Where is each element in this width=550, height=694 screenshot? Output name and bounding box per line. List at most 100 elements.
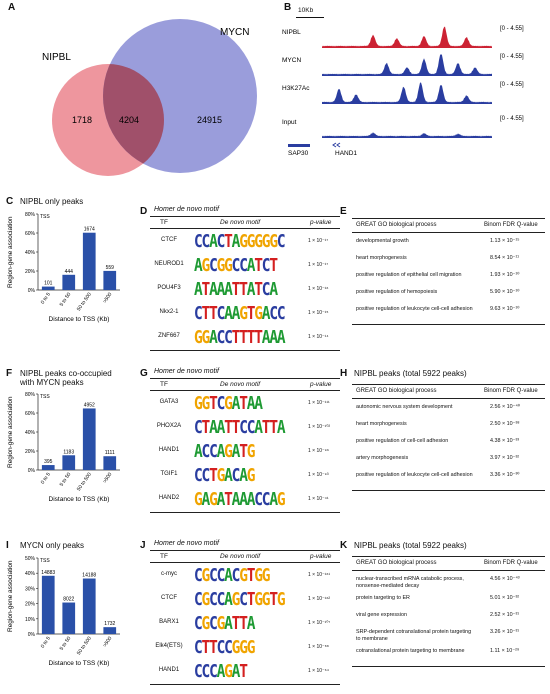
motif-base: C (194, 232, 203, 252)
motif-base: C (239, 418, 248, 438)
signal-track (322, 82, 492, 104)
motif-base: G (239, 232, 248, 252)
motif-base: G (224, 394, 233, 414)
motif-base: T (224, 490, 233, 510)
motif-row: Nkx2-1 CTTCAAGTGACC 1 × 10⁻¹⁵ (150, 303, 340, 324)
go-term: viral gene expression (356, 612, 407, 618)
motif-pvalue: 1 × 10⁻⁶⁴ (308, 668, 329, 674)
panel-h-title: NIPBL peaks (total 5922 peaks) (354, 369, 467, 378)
go-table-h: GREAT GO biological process Binom FDR Q-… (352, 384, 545, 504)
track-range: [0 - 4.55] (500, 54, 524, 60)
go-term: positive regulation of cell-cell adhesio… (356, 438, 449, 444)
motif-base: A (246, 490, 256, 510)
bar (62, 274, 76, 290)
go-qvalue: 4.56 × 10⁻⁴³ (490, 576, 520, 582)
motif-table-g: Homer de novo motif TF De novo motif p-v… (150, 368, 340, 518)
motif-base: A (194, 280, 203, 300)
signal-track (322, 26, 492, 48)
go-qvalue: 5.90 × 10⁻¹⁰ (490, 289, 520, 295)
rule (150, 550, 340, 551)
go-qvalue: 3.26 × 10⁻³¹ (490, 629, 520, 635)
go-table-e: GREAT GO biological process Binom FDR Q-… (352, 218, 545, 338)
motif-base: T (269, 256, 278, 276)
rule (352, 218, 545, 219)
y-tick-label: 0% (28, 632, 36, 638)
motif-base: C (194, 590, 203, 610)
motif-base: C (254, 490, 263, 510)
motif-base: A (216, 280, 226, 300)
motif-base: A (269, 490, 278, 510)
motif-base: C (239, 590, 248, 610)
go-term: positive regulation of epithelial cell m… (356, 272, 462, 278)
motif-base: G (246, 442, 256, 462)
go-term: heart morphogenesis (356, 255, 407, 261)
bar-value-label: 1732 (104, 621, 115, 627)
bar (82, 232, 96, 290)
bar-value-label: 14188 (82, 573, 96, 579)
motif-base: G (276, 590, 286, 610)
motif-base: G (254, 304, 263, 324)
venn-only2-count: 24915 (197, 115, 222, 125)
motif-base: T (239, 614, 248, 634)
y-tick-label: 20% (25, 602, 36, 608)
panel-label-i: I (6, 540, 9, 551)
motif-base: C (231, 256, 241, 276)
motif-base: G (194, 394, 203, 414)
track-range: [0 - 4.55] (500, 26, 524, 32)
motif-base: G (239, 566, 248, 586)
motif-row: HAND1 CCCAGAT 1 × 10⁻⁶⁴ (150, 661, 340, 682)
bar-value-label: 14883 (41, 570, 55, 576)
motif-row: GATA3 GGTCGATAA 1 × 10⁻¹¹¹ (150, 393, 340, 414)
motif-row: ZNF667 GGACCTTTTAAA 1 × 10⁻¹⁴ (150, 327, 340, 348)
motif-base: G (246, 638, 256, 658)
track-name: NIPBL (282, 29, 301, 36)
y-tick-label: 40% (25, 430, 36, 436)
x-tick-label: 0 to 5 (40, 472, 52, 486)
x-axis-label: Distance to TSS (Kb) (49, 660, 110, 667)
motif-base: T (201, 638, 211, 658)
col-motif: De novo motif (220, 553, 261, 560)
motif-base: C (209, 590, 218, 610)
bar-chart-co-occupied: Region-gene association 0% 20% 40% 60% 80% TSS… (7, 392, 120, 503)
motif-base: T (209, 394, 218, 414)
motif-base: A (276, 328, 286, 348)
tf-name: HAND1 (158, 447, 180, 453)
tf-name: HAND1 (158, 667, 180, 673)
motif-base: C (231, 566, 241, 586)
tf-name: NEUROD1 (154, 261, 184, 267)
motif-base: C (216, 304, 226, 324)
col-go-term: GREAT GO biological process (356, 560, 437, 566)
x-tick-label: >500 (102, 636, 114, 649)
motif-row: CTCF CGCCAGCTGGTG 1 × 10⁻¹⁶² (150, 589, 340, 610)
tf-name: TGIF1 (160, 471, 178, 477)
rule (352, 232, 545, 233)
motif-base: C (261, 490, 271, 510)
motif-base: A (246, 394, 256, 414)
motif-base: A (224, 304, 233, 324)
motif-base: A (216, 442, 226, 462)
motif-base: G (246, 232, 256, 252)
y-axis-label: Region-gene association (7, 216, 14, 288)
motif-base: A (231, 304, 241, 324)
motif-row: PHOX2A CTAATTCCATTA 1 × 10⁻¹⁰² (150, 417, 340, 438)
motif-logo: CCACTAGGGGGC (194, 232, 286, 252)
motif-base: A (209, 232, 218, 252)
legend-tss: TSS (40, 214, 50, 220)
motif-base: G (216, 256, 226, 276)
motif-pvalue: 1 × 10⁻¹⁶¹ (308, 572, 331, 578)
motif-base: T (239, 394, 248, 414)
venn-overlap (103, 64, 164, 173)
go-term: protein targeting to ER (356, 595, 410, 601)
motif-pvalue: 1 × 10⁻¹⁴ (308, 334, 329, 340)
motif-base: G (239, 304, 248, 324)
motif-base: A (276, 418, 286, 438)
panel-label-k: K (340, 540, 348, 551)
motif-row: BARX1 CGCGATTA 1 × 10⁻¹⁰⁷ (150, 613, 340, 634)
motif-base: A (269, 280, 278, 300)
rule (150, 350, 340, 351)
motif-base: G (216, 466, 226, 486)
motif-base: A (201, 490, 211, 510)
y-tick-label: 20% (25, 449, 36, 455)
motif-base: T (201, 304, 211, 324)
rule (150, 228, 340, 229)
